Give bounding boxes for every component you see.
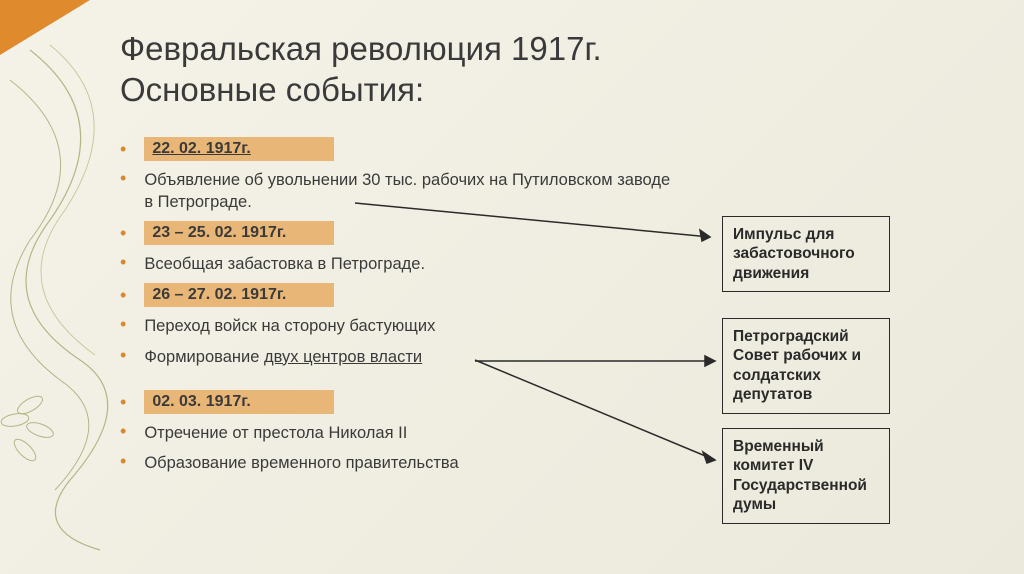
box-provisional-committee: Временный комитет IV Государственной дум… xyxy=(722,428,890,524)
bullet-icon: • xyxy=(120,315,126,333)
event-item: • Переход войск на сторону бастующих xyxy=(120,315,680,337)
date-chip: 02. 03. 1917г. xyxy=(144,390,334,414)
event-text: Отречение от престола Николая II xyxy=(144,422,407,444)
event-text: Формирование двух центров власти xyxy=(144,346,422,368)
title-line-1: Февральская революция 1917г. xyxy=(120,30,602,67)
event-text: Образование временного правительства xyxy=(144,452,458,474)
corner-triangle xyxy=(0,0,90,55)
date-chip: 22. 02. 1917г. xyxy=(144,137,334,161)
arrow-1 xyxy=(350,195,730,245)
bullet-icon: • xyxy=(120,346,126,364)
bullet-icon: • xyxy=(120,253,126,271)
arrow-3 xyxy=(470,355,730,475)
box-petrograd-soviet: Петроградский Совет рабочих и солдатских… xyxy=(722,318,890,414)
bullet-icon: • xyxy=(120,422,126,440)
box-impulse: Импульс для забастовочного движения xyxy=(722,216,890,292)
event-item: • Всеобщая забастовка в Петрограде. xyxy=(120,253,680,275)
date-row: • 22. 02. 1917г. xyxy=(120,137,1000,161)
bullet-icon: • xyxy=(120,393,126,411)
date-chip: 23 – 25. 02. 1917г. xyxy=(144,221,334,245)
date-chip: 26 – 27. 02. 1917г. xyxy=(144,283,334,307)
bullet-icon: • xyxy=(120,140,126,158)
page-title: Февральская революция 1917г. Основные со… xyxy=(120,28,1000,111)
bullet-icon: • xyxy=(120,169,126,187)
bullet-icon: • xyxy=(120,224,126,242)
event-text: Переход войск на сторону бастующих xyxy=(144,315,435,337)
title-line-2: Основные события: xyxy=(120,71,424,108)
bullet-icon: • xyxy=(120,452,126,470)
event-text: Всеобщая забастовка в Петрограде. xyxy=(144,253,425,275)
bullet-icon: • xyxy=(120,286,126,304)
